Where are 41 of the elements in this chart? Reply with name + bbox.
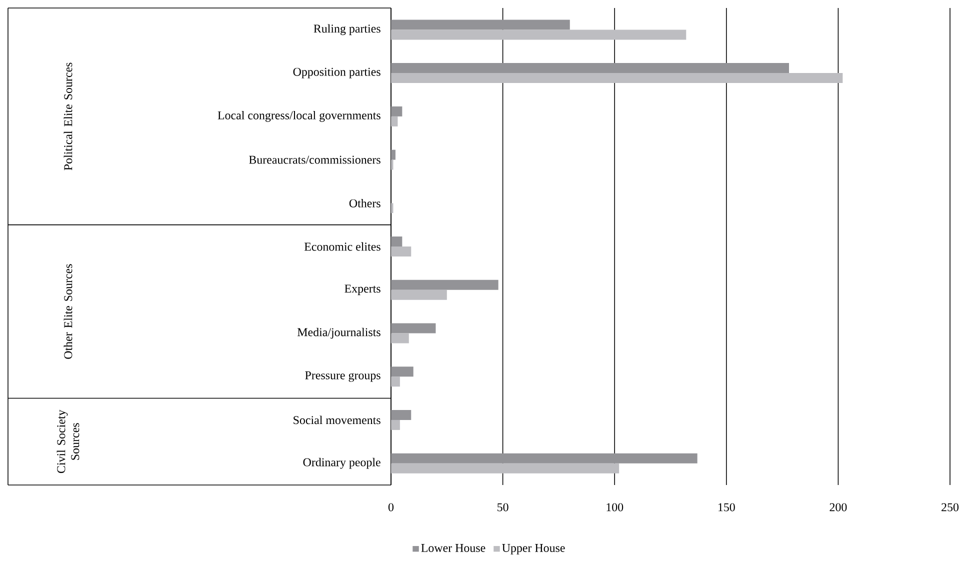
legend-label: Lower House — [421, 544, 486, 552]
text: Civil Society Sources — [56, 410, 80, 474]
bar — [391, 30, 686, 40]
bar — [391, 246, 412, 257]
text: Other Elite Sources — [64, 264, 72, 359]
bar — [391, 236, 402, 247]
x-tick-label: 250 — [942, 503, 959, 512]
bar — [391, 290, 447, 300]
y-tick-label: Experts — [344, 284, 380, 296]
y-tick-label: Others — [349, 198, 380, 208]
y-tick-label: Media/journalists — [297, 328, 380, 339]
bar — [391, 463, 620, 474]
y-tick-label: Opposition parties — [293, 68, 380, 78]
y-tick-label: Pressure groups — [305, 371, 380, 382]
bar — [391, 420, 400, 430]
bar — [391, 150, 396, 160]
x-tick-label: 150 — [718, 503, 735, 512]
y-tick-label: Social movements — [294, 416, 380, 424]
bar — [391, 333, 409, 344]
bar — [391, 410, 412, 420]
text: Political Elite Sources — [64, 62, 72, 170]
y-tick-label: Ruling parties — [314, 24, 380, 36]
bar — [391, 73, 843, 84]
y-tick-label: Ordinary people — [303, 458, 380, 469]
bar — [391, 323, 436, 334]
bar — [391, 116, 398, 126]
x-tick-label: 0 — [388, 503, 394, 512]
legend-label: Upper House — [502, 544, 565, 554]
x-tick-label: 100 — [606, 503, 624, 512]
y-tick-label: Economic elites — [304, 242, 380, 251]
bar — [391, 376, 400, 387]
x-tick-label: 200 — [830, 503, 847, 512]
bar — [391, 280, 498, 290]
y-tick-label: Bureaucrats/commissioners — [249, 156, 380, 164]
bar — [391, 20, 570, 30]
bar — [391, 106, 402, 116]
x-tick-label: 50 — [498, 503, 508, 512]
bar — [391, 366, 414, 377]
bar — [391, 63, 790, 74]
bar — [391, 453, 698, 464]
y-tick-label: Local congress/local governments — [218, 110, 380, 122]
